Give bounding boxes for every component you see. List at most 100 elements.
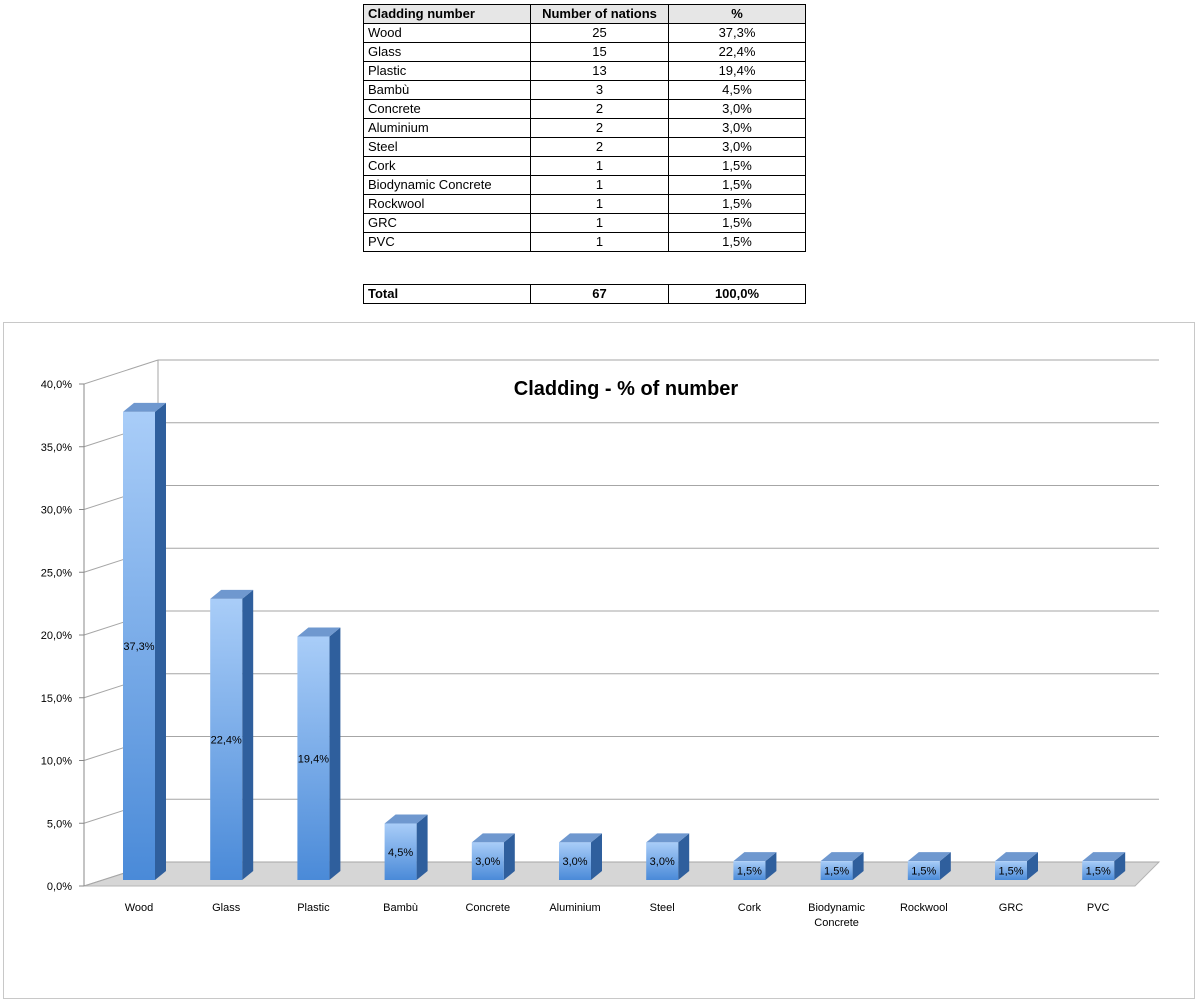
bar-side (765, 852, 777, 880)
column-header-nations: Number of nations (530, 4, 669, 24)
bar (297, 636, 330, 880)
data-label: 37,3% (123, 641, 154, 653)
cell-cladding: Wood (363, 23, 531, 43)
bar-top (995, 852, 1038, 862)
cell-percent: 19,4% (668, 61, 806, 81)
table-body: Wood 25 37,3% Glass 15 22,4% Plastic 13 19,4% Bam… (363, 23, 806, 252)
data-label: 3,0% (562, 856, 587, 868)
bar (123, 411, 155, 880)
bar-top (733, 852, 777, 862)
y-tick-label: 5,0% (47, 818, 72, 830)
y-tick-label: 10,0% (41, 756, 72, 768)
cell-nations: 1 (530, 213, 669, 233)
cell-cladding: Plastic (363, 61, 531, 81)
x-tick-label: Glass (212, 902, 241, 914)
y-tick-label: 40,0% (41, 379, 72, 391)
y-tick-label: 20,0% (41, 630, 72, 642)
cell-nations: 2 (530, 99, 669, 119)
cell-percent: 3,0% (668, 118, 806, 138)
bar-chart: 0,0% 5,0% 10,0% 15,0% 20,0% 25,0% 30,0% 35,0% 40… (41, 359, 1161, 929)
bar-side (503, 833, 515, 880)
chart-frame: 0,0% 5,0% 10,0% 15,0% 20,0% 25,0% 30,0% 35,0% 40… (3, 322, 1195, 999)
chart-title: Cladding - % of number (514, 378, 739, 400)
total-row: Total 67 100,0% (363, 284, 806, 304)
y-tick-label: 25,0% (41, 567, 72, 579)
bar-side (242, 589, 254, 880)
bar (907, 861, 940, 880)
bar (471, 842, 504, 880)
bar (210, 598, 243, 880)
cell-cladding: Glass (363, 42, 531, 62)
x-tick-label: Biodynamic (808, 902, 865, 914)
cell-cladding: Steel (363, 137, 531, 157)
cell-cladding: Rockwool (363, 194, 531, 214)
table-row: Glass 15 22,4% (363, 42, 806, 62)
cell-cladding: Biodynamic Concrete (363, 175, 531, 195)
cell-percent: 22,4% (668, 42, 806, 62)
bar-top (646, 833, 690, 843)
cell-percent: 3,0% (668, 99, 806, 119)
gridline-diagonal (83, 359, 159, 385)
x-tick-label: GRC (999, 902, 1024, 914)
cell-cladding: Bambù (363, 80, 531, 100)
bar (559, 842, 591, 880)
table-row: GRC 1 1,5% (363, 213, 806, 233)
data-label: 1,5% (998, 866, 1023, 878)
cell-nations: 13 (530, 61, 669, 81)
bar (646, 842, 679, 880)
y-tick-label: 35,0% (41, 442, 72, 454)
cladding-table: Cladding number Number of nations % Wood… (363, 4, 806, 252)
total-label: Total (363, 284, 531, 304)
table-row: Rockwool 1 1,5% (363, 194, 806, 214)
bar-side (678, 833, 690, 880)
bar (384, 823, 417, 880)
bar (820, 861, 853, 880)
cell-nations: 15 (530, 42, 669, 62)
cell-cladding: PVC (363, 232, 531, 252)
y-tick-label: 15,0% (41, 693, 72, 705)
total-count: 67 (530, 284, 669, 304)
table-row: Aluminium 2 3,0% (363, 118, 806, 138)
cell-percent: 1,5% (668, 232, 806, 252)
x-tick-label: Steel (650, 902, 675, 914)
cell-percent: 37,3% (668, 23, 806, 43)
cell-cladding: Aluminium (363, 118, 531, 138)
bar-top (471, 833, 515, 843)
cell-nations: 1 (530, 175, 669, 195)
data-label: 1,5% (911, 866, 936, 878)
cell-nations: 25 (530, 23, 669, 43)
x-tick-label: Rockwool (900, 902, 948, 914)
bar-side (852, 852, 864, 880)
cell-percent: 1,5% (668, 194, 806, 214)
total-table: Total 67 100,0% (363, 284, 806, 304)
table-row: Cork 1 1,5% (363, 156, 806, 176)
cell-nations: 1 (530, 194, 669, 214)
data-label: 1,5% (737, 866, 762, 878)
data-label: 1,5% (1086, 866, 1111, 878)
bar-top (210, 589, 254, 599)
table-row: Biodynamic Concrete 1 1,5% (363, 175, 806, 195)
bar-side (939, 852, 951, 880)
table-row: Plastic 13 19,4% (363, 61, 806, 81)
cell-percent: 1,5% (668, 213, 806, 233)
table-row: Steel 2 3,0% (363, 137, 806, 157)
column-header-cladding: Cladding number (363, 4, 531, 24)
bar-side (1027, 852, 1038, 880)
cell-cladding: GRC (363, 213, 531, 233)
cell-nations: 2 (530, 137, 669, 157)
x-tick-label: Bambù (383, 902, 418, 914)
total-percent: 100,0% (668, 284, 806, 304)
x-tick-label: PVC (1087, 902, 1110, 914)
data-label: 1,5% (824, 866, 849, 878)
cell-nations: 1 (530, 156, 669, 176)
bar-top (384, 814, 428, 824)
cell-percent: 4,5% (668, 80, 806, 100)
bar-top (820, 852, 864, 862)
x-tick-label: Plastic (297, 902, 330, 914)
bar (733, 861, 766, 880)
data-label: 3,0% (650, 856, 675, 868)
x-tick-label: Concrete (465, 902, 510, 914)
bar-side (329, 627, 341, 880)
data-label: 22,4% (211, 734, 242, 746)
x-tick-label: Cork (738, 902, 762, 914)
